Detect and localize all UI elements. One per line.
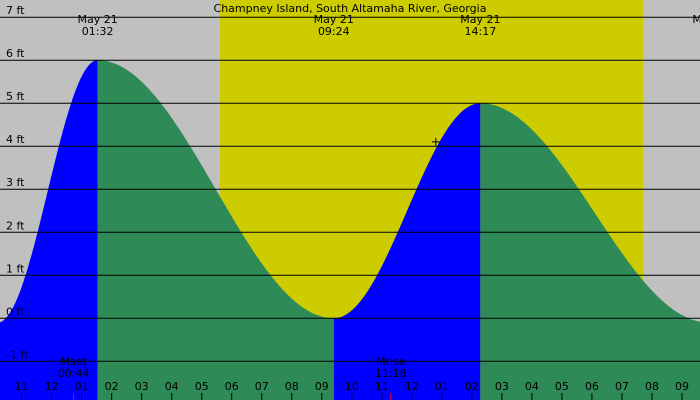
y-tick-label: 2 ft <box>6 219 25 232</box>
current-marker <box>431 137 440 146</box>
y-tick-label: 1 ft <box>6 262 25 275</box>
rising-tide-area <box>333 103 481 400</box>
y-tick-label: 4 ft <box>6 133 25 146</box>
moon-event-time: 11:18 <box>375 367 407 380</box>
tide-date-label: May 21 <box>314 13 354 26</box>
x-tick-label: 02 <box>105 380 119 393</box>
tide-date-label: May 21 <box>78 13 118 26</box>
x-tick-label: 04 <box>165 380 179 393</box>
x-tick-label: 06 <box>225 380 239 393</box>
x-tick-label: 01 <box>75 380 89 393</box>
y-tick-label: 6 ft <box>6 47 25 60</box>
falling-tide-area <box>97 60 334 400</box>
chart-title: Champney Island, South Altamaha River, G… <box>214 2 487 15</box>
x-tick-label: 07 <box>255 380 269 393</box>
tide-time-label: 09:24 <box>318 25 350 38</box>
x-tick-label: 12 <box>45 380 59 393</box>
tide-date-label: May 21 <box>460 13 500 26</box>
tide-time-label: 14:17 <box>465 25 497 38</box>
y-tick-label: 3 ft <box>6 176 25 189</box>
y-tick-label: 0 ft <box>6 305 25 318</box>
x-tick-label: 10 <box>345 380 359 393</box>
x-tick-label: 11 <box>15 380 29 393</box>
x-tick-label: 03 <box>135 380 149 393</box>
x-tick-label: 03 <box>495 380 509 393</box>
tide-time-label: 01:32 <box>82 25 114 38</box>
tide-date-label: May 2 <box>692 13 700 26</box>
moon-event-name: Mset <box>60 355 87 368</box>
x-tick-label: 07 <box>615 380 629 393</box>
falling-tide-area <box>480 103 700 400</box>
x-tick-label: 04 <box>525 380 539 393</box>
y-tick-label: -1 ft <box>6 348 29 361</box>
x-tick-label: 02 <box>465 380 479 393</box>
x-tick-label: 05 <box>195 380 209 393</box>
moon-event-time: 00:44 <box>58 367 90 380</box>
x-tick-label: 01 <box>435 380 449 393</box>
y-tick-label: 5 ft <box>6 90 25 103</box>
x-tick-label: 09 <box>675 380 689 393</box>
x-tick-label: 05 <box>555 380 569 393</box>
x-tick-label: 06 <box>585 380 599 393</box>
rising-tide-area <box>0 60 98 400</box>
x-tick-label: 08 <box>285 380 299 393</box>
x-tick-label: 11 <box>375 380 389 393</box>
x-tick-label: 12 <box>405 380 419 393</box>
x-tick-label: 08 <box>645 380 659 393</box>
y-tick-label: 7 ft <box>6 4 25 17</box>
moon-event-name: Mrise <box>376 355 406 368</box>
x-tick-label: 09 <box>315 380 329 393</box>
